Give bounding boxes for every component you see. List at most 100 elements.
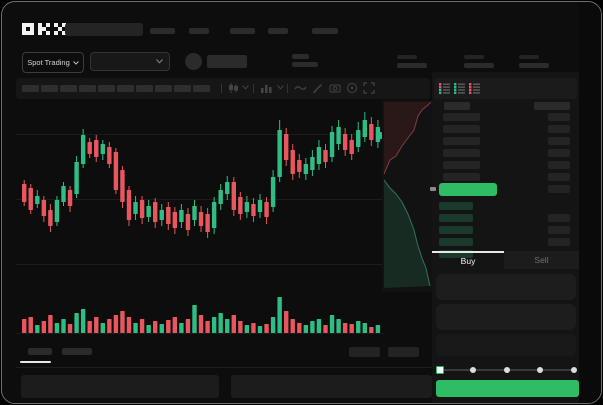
nav-item-skeleton[interactable]: [230, 28, 255, 34]
volume-bar: [257, 326, 263, 333]
bid-size-skeleton: [548, 226, 570, 234]
slider-handle[interactable]: [435, 366, 444, 374]
slider-stop[interactable]: [469, 367, 476, 373]
price-input[interactable]: [436, 274, 576, 300]
bottom-action-button-skeleton[interactable]: [388, 347, 419, 357]
volume-bar: [323, 325, 328, 333]
orders-table-skeleton: [21, 375, 219, 398]
nav-item-skeleton[interactable]: [150, 28, 175, 34]
candle-body: [211, 202, 217, 228]
ask-row[interactable]: [432, 112, 579, 122]
gridline: [16, 134, 384, 135]
candles-icon[interactable]: [227, 82, 239, 94]
timeframe-button-skeleton[interactable]: [60, 85, 77, 92]
amount-input[interactable]: [436, 304, 576, 330]
volume-bar: [192, 305, 197, 333]
timeframe-button-skeleton[interactable]: [174, 85, 191, 92]
pencil-icon[interactable]: [312, 82, 324, 94]
tab-sell[interactable]: Sell: [504, 251, 579, 269]
timeframe-button-skeleton[interactable]: [41, 85, 58, 92]
candle-body: [61, 186, 66, 202]
pair-selector-dropdown[interactable]: [90, 52, 170, 71]
slider-stop[interactable]: [537, 367, 544, 373]
ask-row[interactable]: [432, 172, 579, 182]
candle-body: [179, 210, 184, 222]
nav-item-skeleton[interactable]: [312, 28, 338, 34]
orderbook-bids-icon[interactable]: [454, 83, 465, 94]
slider-stop[interactable]: [503, 367, 510, 373]
ask-row[interactable]: [432, 160, 579, 170]
candle-body: [146, 206, 151, 217]
candle-body: [172, 212, 178, 228]
candle-body: [284, 134, 289, 160]
candle-body: [126, 190, 132, 220]
orderbook-asks-icon[interactable]: [469, 83, 480, 94]
candle-body: [277, 130, 282, 177]
volume-bar: [336, 319, 341, 333]
bars-icon[interactable]: [260, 82, 272, 94]
timeframe-button-skeleton[interactable]: [155, 85, 172, 92]
depth-mid-marker: [430, 187, 436, 191]
timeframe-button-skeleton[interactable]: [22, 85, 39, 92]
candle-body: [225, 182, 230, 194]
volume-bar: [290, 319, 295, 333]
orderbook-last-price-bar[interactable]: [439, 183, 497, 196]
search-input[interactable]: [65, 23, 143, 36]
wave-icon[interactable]: [294, 82, 307, 94]
candle-body: [342, 134, 348, 150]
volume-bar: [41, 321, 47, 333]
ask-row[interactable]: [432, 136, 579, 146]
tab-buy[interactable]: Buy: [432, 251, 504, 269]
bid-row[interactable]: [432, 213, 579, 223]
last-price-tick: [378, 132, 382, 139]
tab-sell-label: Sell: [534, 255, 549, 265]
market-type-label: Spot Trading: [27, 58, 70, 67]
target-icon[interactable]: [346, 82, 358, 94]
toolbar-divider: [221, 84, 222, 93]
candle-body: [28, 188, 33, 210]
stat-label-skeleton: [397, 55, 417, 59]
candle-body: [356, 130, 361, 147]
bid-row[interactable]: [432, 249, 579, 259]
ask-row[interactable]: [432, 124, 579, 134]
candle-body: [218, 190, 223, 204]
timeframe-button-skeleton[interactable]: [98, 85, 115, 92]
candle-body: [22, 184, 27, 202]
camera-icon[interactable]: [329, 82, 341, 94]
bottom-action-button-skeleton[interactable]: [349, 347, 380, 357]
total-field[interactable]: [436, 334, 576, 356]
pair-coin-avatar: [185, 53, 202, 70]
orderbook-combined-icon[interactable]: [439, 83, 450, 94]
candle-body: [323, 150, 328, 162]
nav-item-skeleton[interactable]: [268, 28, 288, 34]
market-type-selector[interactable]: Spot Trading: [22, 52, 84, 73]
depth-chart[interactable]: [382, 100, 432, 292]
timeframe-button-skeleton[interactable]: [79, 85, 96, 92]
volume-bar: [218, 313, 223, 333]
volume-bar: [284, 311, 289, 333]
timeframe-button-skeleton[interactable]: [193, 85, 210, 92]
timeframe-button-skeleton[interactable]: [136, 85, 153, 92]
amount-percent-slider[interactable]: [435, 366, 577, 374]
buy-button[interactable]: [436, 380, 579, 397]
ask-row[interactable]: [432, 148, 579, 158]
bid-row[interactable]: [432, 201, 579, 211]
volume-bar: [277, 297, 282, 333]
candle-body: [310, 157, 315, 170]
bid-row[interactable]: [432, 225, 579, 235]
candlestick-chart[interactable]: [16, 100, 384, 338]
volume-bar: [120, 311, 125, 333]
bottom-tab-open-orders-skeleton[interactable]: [28, 348, 52, 355]
bottom-tab-history-skeleton[interactable]: [62, 348, 92, 355]
nav-item-skeleton[interactable]: [189, 28, 209, 34]
candle-body: [107, 147, 112, 164]
bottom-tab-active-indicator: [20, 361, 51, 363]
slider-stop[interactable]: [571, 367, 577, 373]
volume-bar: [238, 321, 243, 333]
fullscreen-icon[interactable]: [363, 82, 375, 94]
timeframe-button-skeleton[interactable]: [117, 85, 134, 92]
bid-row[interactable]: [432, 237, 579, 247]
chevron-down-icon[interactable]: [242, 85, 249, 90]
chevron-down-icon[interactable]: [277, 85, 284, 90]
volume-bar: [139, 319, 145, 333]
